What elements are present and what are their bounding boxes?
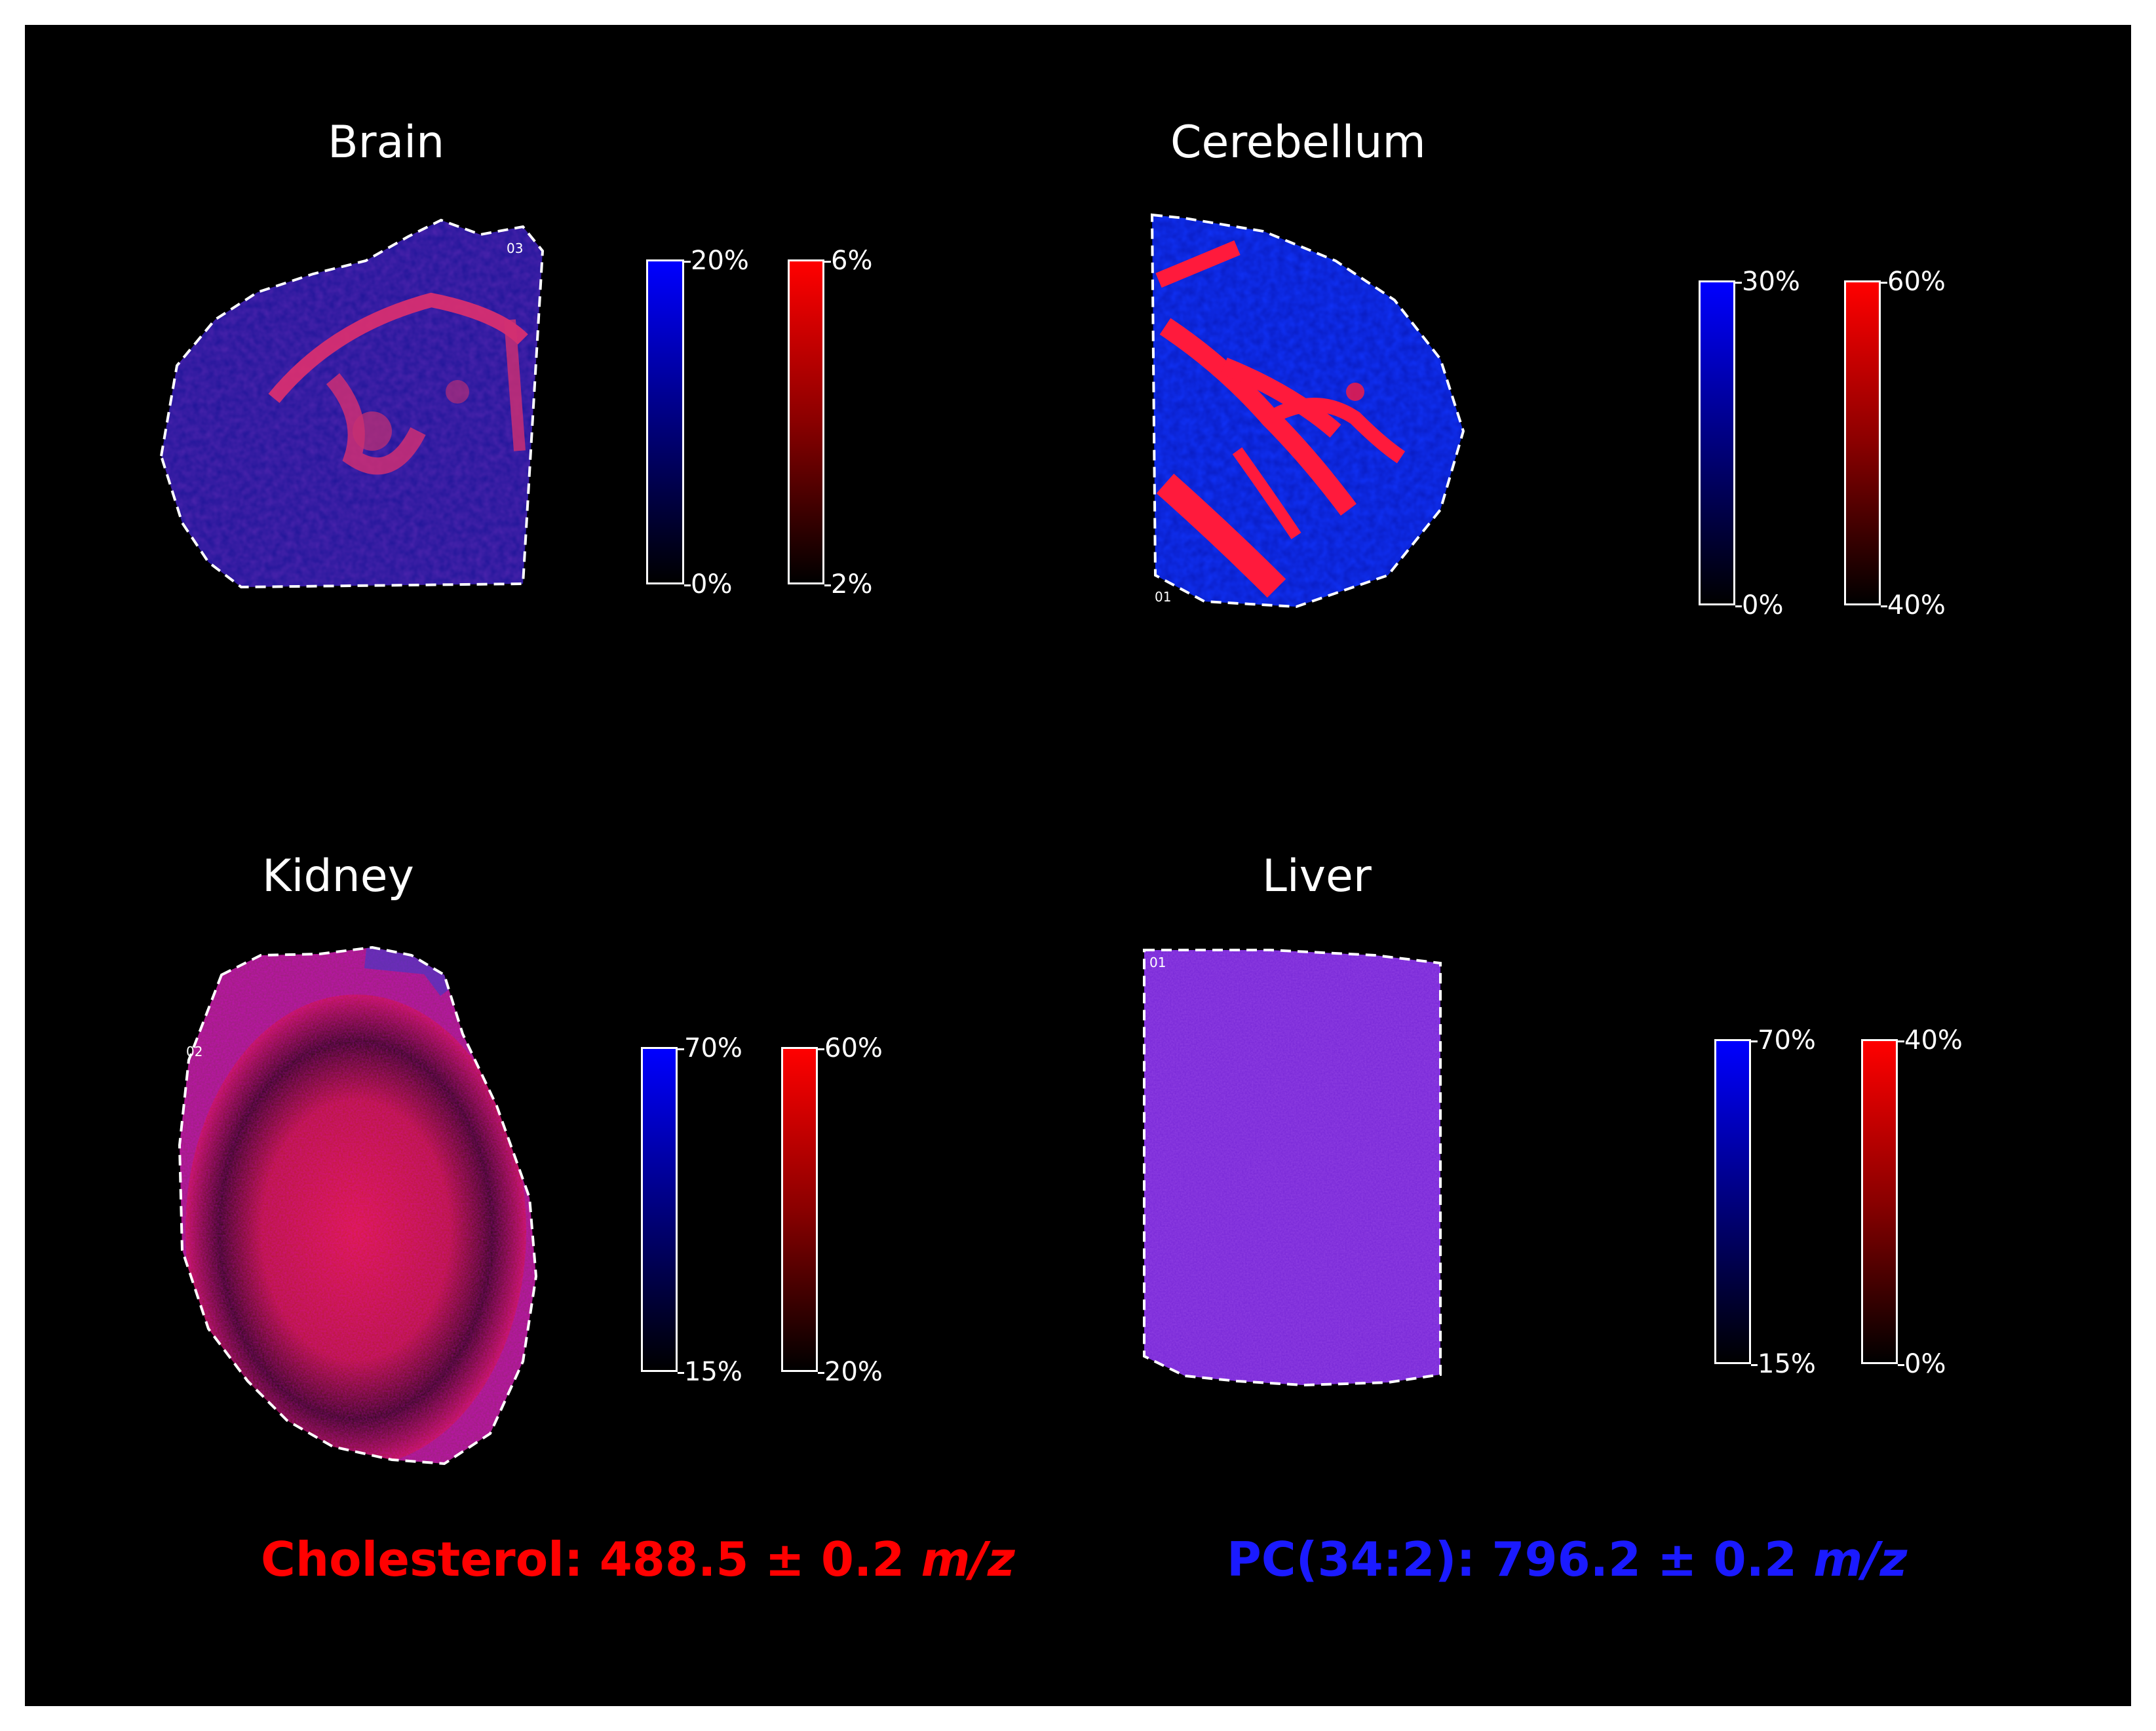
kidney-ion-image: 02 [178, 945, 538, 1466]
brain-ion-image: 03 [159, 218, 545, 589]
red-scale-min: 2% [824, 569, 873, 599]
red-scale-min: 20% [818, 1357, 883, 1387]
blue-scale-max: 70% [678, 1033, 742, 1063]
roi-label: 02 [186, 1044, 202, 1059]
red-scale-bar [1844, 280, 1881, 605]
pc-caption: PC(34:2): 796.2 ± 0.2 m/z [1227, 1532, 1907, 1587]
cholesterol-caption: Cholesterol: 488.5 ± 0.2 m/z [261, 1532, 1015, 1587]
panel-liver: Liver 01 70% 15% 40% 0% [1073, 778, 2131, 1499]
blue-scale-min: 0% [683, 569, 733, 599]
blue-scale-bar [1699, 280, 1735, 605]
panel-title: Brain [328, 117, 445, 168]
panel-title: Cerebellum [1170, 117, 1426, 168]
red-scale-max: 40% [1898, 1025, 1963, 1056]
blue-scale-max: 20% [684, 246, 749, 276]
panel-cerebellum: Cerebellum 01 30% 0% 60% [1073, 25, 2131, 778]
blue-scale-min: 15% [678, 1357, 742, 1387]
red-scale-bar [1861, 1039, 1898, 1364]
panel-kidney: Kidney 02 70% 15% [25, 778, 1073, 1499]
roi-label: 03 [507, 240, 523, 256]
red-scale-max: 60% [1881, 267, 1946, 297]
roi-label: 01 [1155, 589, 1171, 605]
red-scale-bar [781, 1047, 818, 1372]
pc-caption-text: PC(34:2): 796.2 ± 0.2 [1227, 1532, 1814, 1587]
blue-scale-bar [646, 259, 684, 584]
blue-scale-bar [641, 1047, 678, 1372]
red-scale-max: 60% [818, 1033, 883, 1063]
panel-brain: Brain 03 20% 0% 6% 2% [25, 25, 1073, 778]
blue-scale-bar [1714, 1039, 1751, 1364]
cholesterol-caption-unit: m/z [921, 1532, 1015, 1587]
blue-scale-min: 15% [1751, 1349, 1816, 1379]
panel-title: Liver [1262, 850, 1372, 902]
pc-caption-unit: m/z [1813, 1532, 1908, 1587]
cholesterol-caption-text: Cholesterol: 488.5 ± 0.2 [261, 1532, 921, 1587]
blue-scale-max: 30% [1735, 267, 1800, 297]
red-scale-max: 6% [824, 246, 873, 276]
blue-scale-min: 0% [1735, 590, 1784, 620]
blue-scale-max: 70% [1751, 1025, 1816, 1056]
figure-background: Brain 03 20% 0% 6% 2% Cerebe [25, 25, 2131, 1706]
red-scale-min: 40% [1881, 590, 1946, 620]
cerebellum-ion-image: 01 [1150, 213, 1465, 609]
roi-label: 01 [1149, 955, 1166, 970]
panel-title: Kidney [262, 850, 414, 902]
red-scale-bar [788, 259, 824, 584]
red-scale-min: 0% [1897, 1349, 1946, 1379]
liver-ion-image: 01 [1143, 949, 1442, 1387]
